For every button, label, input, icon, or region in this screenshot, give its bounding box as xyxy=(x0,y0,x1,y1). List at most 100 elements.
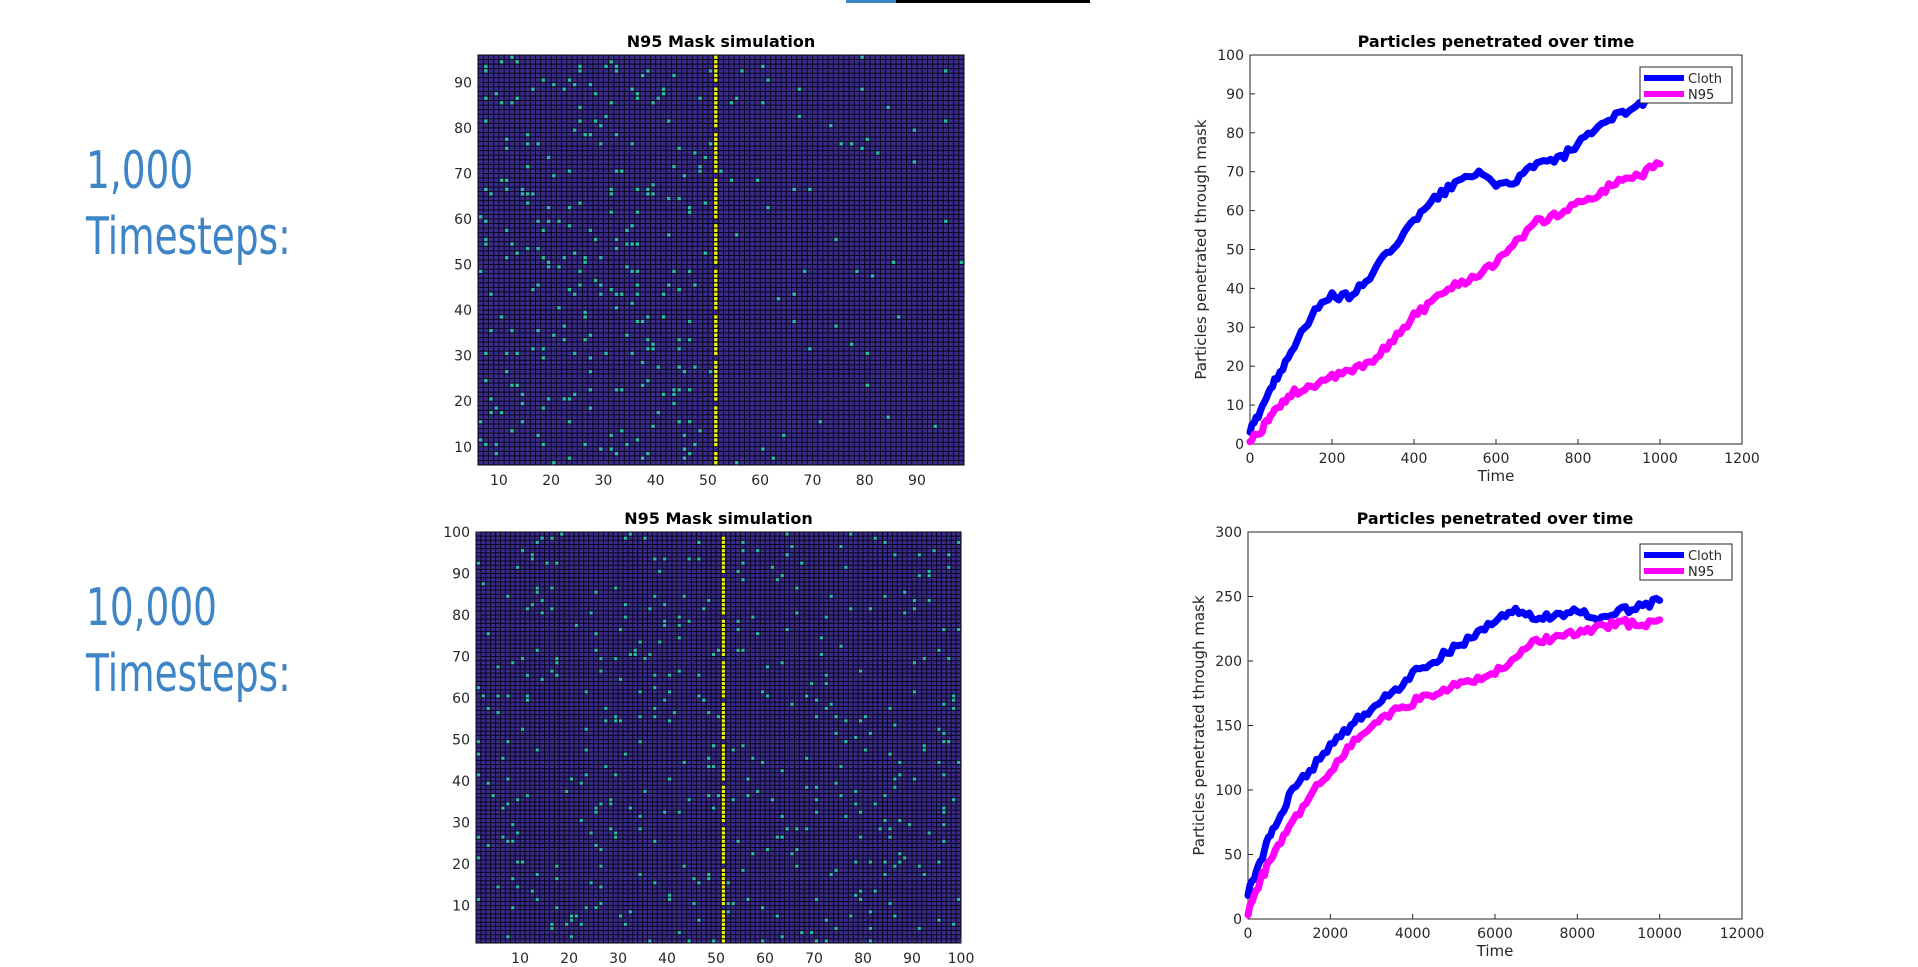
particle-cell xyxy=(688,388,692,392)
particle-cell xyxy=(667,196,671,201)
particle-cell xyxy=(552,174,556,178)
particle-cell xyxy=(640,456,645,460)
mask-cell xyxy=(714,420,718,424)
particle-cell xyxy=(635,438,640,442)
particle-cell xyxy=(588,133,592,137)
particle-cell xyxy=(735,96,739,100)
mask-cell xyxy=(714,96,718,100)
mask-cell xyxy=(714,164,718,169)
particle-cell xyxy=(494,451,498,456)
particle-cell xyxy=(755,178,760,182)
particle-cell xyxy=(609,101,613,105)
mask-cell xyxy=(714,397,718,401)
particle-cell xyxy=(614,69,619,73)
y-tick-label: 50 xyxy=(454,258,472,274)
particle-cell xyxy=(860,146,864,151)
particle-cell xyxy=(672,392,676,397)
y-tick-label: 80 xyxy=(454,121,472,137)
particle-cell xyxy=(620,388,624,392)
particle-cell xyxy=(478,438,483,442)
mask-cell xyxy=(714,374,718,378)
particle-cell xyxy=(573,392,577,397)
mask-cell xyxy=(714,69,718,73)
particle-cell xyxy=(614,388,619,392)
particle-cell xyxy=(865,383,869,387)
particle-cell xyxy=(656,410,660,415)
particle-cell xyxy=(573,251,577,255)
particle-cell xyxy=(630,242,634,246)
particle-cell xyxy=(635,283,640,287)
particle-cell xyxy=(682,174,687,178)
particle-cell xyxy=(656,365,660,369)
particle-cell xyxy=(494,406,498,410)
particle-cell xyxy=(588,228,592,233)
particle-cell xyxy=(505,137,509,141)
mask-cell xyxy=(714,187,718,192)
particle-cell xyxy=(651,424,655,428)
particle-cell xyxy=(944,119,948,123)
top-divider-bar xyxy=(846,0,1090,3)
particle-cell xyxy=(489,292,493,296)
particle-cell xyxy=(489,328,493,333)
particle-cell xyxy=(855,269,859,274)
particle-cell xyxy=(520,420,525,424)
mask-cell xyxy=(714,183,718,187)
particle-cell xyxy=(677,365,681,369)
particle-cell xyxy=(703,201,707,205)
x-tick-label: 60 xyxy=(751,473,769,489)
particle-cell xyxy=(593,278,598,283)
particle-cell xyxy=(583,315,587,319)
x-tick-label: 30 xyxy=(595,473,613,489)
x-tick-label: 50 xyxy=(699,473,717,489)
particle-cell xyxy=(792,292,796,296)
particle-cell xyxy=(604,351,608,356)
y-tick-label: 30 xyxy=(454,349,472,365)
particle-cell xyxy=(625,333,629,337)
particle-cell xyxy=(562,397,566,401)
particle-cell xyxy=(510,242,514,246)
particle-cell xyxy=(505,228,509,233)
mask-cell xyxy=(714,415,718,419)
particle-cell xyxy=(891,260,896,264)
particle-cell xyxy=(552,82,556,87)
mask-cell xyxy=(714,101,718,105)
particle-cell xyxy=(682,433,687,438)
particle-cell xyxy=(834,237,838,242)
particle-cell xyxy=(484,237,488,242)
particle-cell xyxy=(478,269,483,274)
mask-cell xyxy=(714,383,718,387)
heatmap-frame xyxy=(477,54,965,466)
particle-cell xyxy=(620,292,624,296)
particle-cell xyxy=(546,219,551,223)
mask-cell xyxy=(714,287,718,292)
particle-cell xyxy=(578,64,582,69)
particle-cell xyxy=(865,137,869,141)
particle-cell xyxy=(661,92,666,96)
particle-cell xyxy=(578,201,582,205)
mask-cell xyxy=(714,442,718,447)
particle-cell xyxy=(672,401,676,406)
particle-cell xyxy=(499,315,504,319)
mask-cell xyxy=(714,137,718,141)
particle-cell xyxy=(593,237,598,242)
particle-cell xyxy=(829,123,833,128)
particle-cell xyxy=(505,178,509,182)
particle-cell xyxy=(761,101,765,105)
particle-cell xyxy=(609,433,613,438)
particle-cell xyxy=(499,60,504,64)
particle-cell xyxy=(693,151,697,155)
x-tick-label: 40 xyxy=(647,473,665,489)
row-label-1000-timesteps: 1,000 Timesteps: xyxy=(86,138,291,270)
particle-cell xyxy=(630,87,634,91)
particle-cell xyxy=(531,287,535,292)
particle-cell xyxy=(729,101,734,105)
particle-cell xyxy=(515,351,519,356)
particle-cell xyxy=(541,406,545,410)
particle-cell xyxy=(526,201,530,205)
particle-cell xyxy=(614,292,619,296)
particle-cell xyxy=(792,319,796,324)
mask-cell xyxy=(714,228,718,233)
particle-cell xyxy=(609,192,613,196)
mask-cell xyxy=(714,424,718,428)
particle-cell xyxy=(944,219,948,223)
